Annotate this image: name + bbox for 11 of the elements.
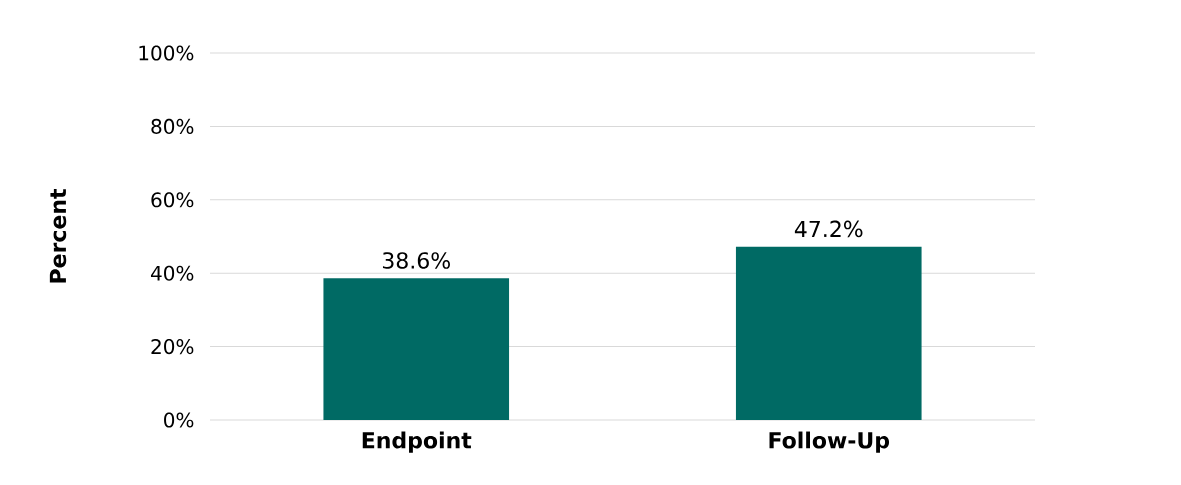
data-label: 38.6% [382, 252, 450, 269]
y-axis-title: Percent [49, 189, 67, 283]
x-tick-label: Follow-Up [769, 431, 890, 453]
y-tick-label: 40% [150, 265, 194, 281]
y-tick-label: 0% [164, 412, 194, 428]
y-tick-label: 20% [151, 339, 194, 355]
y-tick-label: 100% [139, 45, 194, 61]
data-label: 47.2% [794, 220, 863, 238]
y-tick-label: 80% [151, 118, 194, 134]
y-tick-label: 60% [151, 192, 194, 208]
x-tick-label: Endpoint [362, 431, 472, 453]
